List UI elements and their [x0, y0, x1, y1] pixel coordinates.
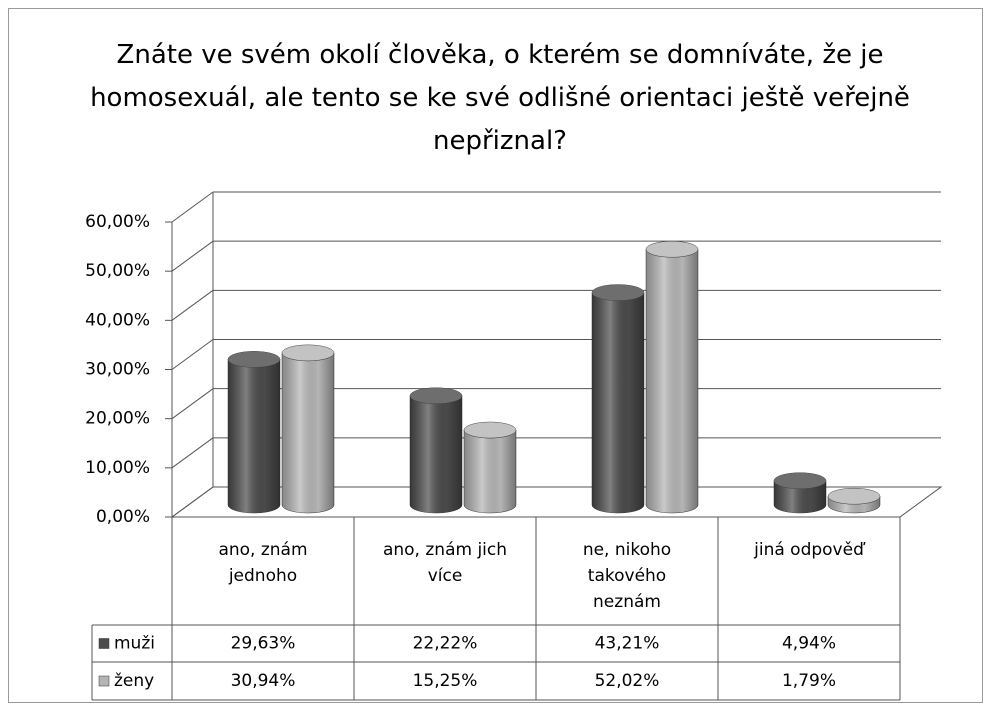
bar-top-highlight — [774, 472, 826, 489]
category-label: jiná odpověď — [754, 540, 864, 560]
bar-top — [645, 240, 699, 258]
grid-line — [171, 388, 214, 420]
bar-shading — [646, 249, 698, 514]
value-label: 29,63% — [231, 634, 296, 654]
chart-title: Znáte ve svém okolí člověka, o kterém se… — [90, 40, 910, 156]
bar-top — [591, 284, 645, 301]
bar-top-highlight — [282, 344, 334, 361]
bar-shading — [464, 430, 516, 513]
bar-shading — [410, 395, 462, 513]
chart-frame — [8, 8, 983, 703]
bar-top — [227, 351, 281, 368]
value-label: 4,94% — [782, 634, 836, 654]
bar-shading — [282, 352, 334, 513]
grid-line — [171, 191, 214, 223]
value-label: 15,25% — [413, 671, 478, 691]
value-label: 43,21% — [595, 634, 660, 654]
bar-top-highlight — [464, 422, 516, 439]
bar-top — [827, 487, 881, 505]
y-tick-label: 40,00% — [85, 310, 150, 330]
category-label: ano, znám jich více — [382, 540, 508, 586]
y-tick-label: 50,00% — [85, 261, 150, 281]
y-tick-label: 10,00% — [85, 458, 150, 478]
y-tick-label: 20,00% — [85, 409, 150, 429]
grid-line — [171, 339, 214, 370]
bar-shading — [228, 359, 280, 513]
bar-top — [409, 387, 463, 405]
legend-label: ženy — [114, 671, 154, 691]
bar-top — [281, 344, 335, 362]
bar-top-highlight — [828, 488, 880, 505]
grid-line — [171, 437, 214, 469]
bar-shading — [592, 292, 644, 513]
grid-line — [171, 486, 214, 518]
grid-line — [171, 240, 214, 272]
value-label: 30,94% — [231, 671, 296, 691]
bar-shading — [774, 480, 826, 513]
bar-top-highlight — [228, 351, 280, 368]
value-label: 1,79% — [782, 671, 836, 691]
bar-shading — [828, 496, 880, 513]
legend-label: muži — [114, 634, 155, 654]
y-tick-label: 0,00% — [96, 507, 150, 527]
legend-marker — [98, 638, 110, 649]
bar-top — [773, 472, 827, 489]
category-label: ne, nikoho takového neznám — [582, 540, 672, 612]
category-label: ano, znám jednoho — [218, 540, 308, 586]
value-label: 52,02% — [595, 671, 660, 691]
legend-marker — [98, 675, 110, 687]
grid-line — [171, 289, 214, 321]
y-tick-label: 60,00% — [85, 212, 150, 232]
bar-top-highlight — [646, 241, 698, 258]
y-tick-label: 30,00% — [85, 360, 150, 380]
bar-top-highlight — [592, 284, 644, 301]
bar-top-highlight — [410, 387, 462, 404]
value-label: 22,22% — [413, 634, 478, 654]
bar-top — [463, 421, 517, 439]
